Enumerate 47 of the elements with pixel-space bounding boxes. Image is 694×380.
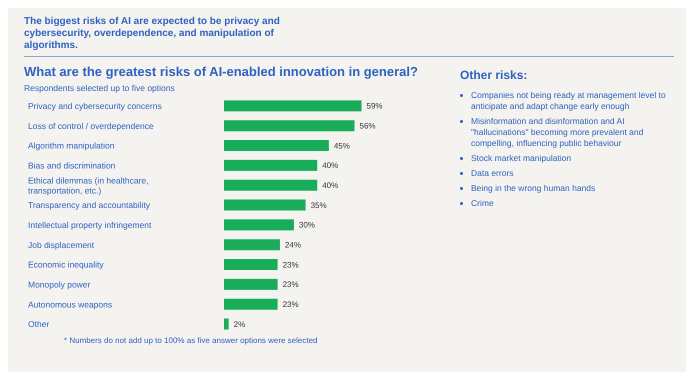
text: Data errors xyxy=(471,168,514,179)
data-label: 35% xyxy=(310,200,327,210)
text: Crime xyxy=(471,198,494,209)
bar xyxy=(224,180,318,191)
y-tick-label: Intellectual property infringement xyxy=(28,220,152,230)
data-label: 30% xyxy=(298,220,315,230)
bar xyxy=(224,140,329,152)
bar xyxy=(224,259,278,270)
data-label: 56% xyxy=(360,122,376,131)
text: Stock market manipulation xyxy=(471,153,572,164)
y-tick-label: Monopoly power xyxy=(28,279,91,290)
text: Respondents selected up to five options xyxy=(24,83,176,93)
y-tick-label: Privacy and cybersecurity concerns xyxy=(28,100,162,111)
bar xyxy=(224,200,306,211)
text: The biggest risks of AI are expected to be privacy and cybersecurity, overdependence, and manipulation of algorithms. xyxy=(24,16,281,52)
chart-title: What are the greatest risks of AI-enabled innovation in general? xyxy=(24,64,419,79)
y-tick-label: Economic inequality xyxy=(28,260,104,270)
bar xyxy=(224,298,278,310)
text: Misinformation and disinformation and AI "hallucinations" becoming more prevalent and compelling, influencing public behaviour xyxy=(471,116,644,149)
text: Being in the wrong human hands xyxy=(471,183,596,194)
y-tick-label: Bias and discrimination xyxy=(28,160,116,170)
data-label: 2% xyxy=(234,320,246,329)
bar xyxy=(224,120,355,132)
y-tick-label: Other xyxy=(28,319,50,330)
data-label: 24% xyxy=(284,240,301,250)
bar xyxy=(224,160,318,171)
data-label: 45% xyxy=(334,141,350,150)
y-tick-label: Job displacement xyxy=(28,240,95,250)
bar xyxy=(224,318,229,330)
y-tick-label: Ethical dilemmas (in healthcare, transportation, etc.) xyxy=(28,175,148,196)
data-label: 23% xyxy=(282,260,299,270)
data-label: 40% xyxy=(322,181,338,190)
y-tick-label: Algorithm manipulation xyxy=(28,140,115,151)
bar xyxy=(224,100,362,112)
y-tick-label: Loss of control / overdependence xyxy=(28,120,154,131)
text: Companies not being ready at management level to anticipate and adapt change early enough xyxy=(471,90,667,112)
y-tick-label: Autonomous weapons xyxy=(28,299,112,310)
bar xyxy=(224,239,280,250)
data-label: 23% xyxy=(282,280,299,290)
bar xyxy=(224,278,278,290)
y-tick-label: Transparency and accountability xyxy=(28,200,151,210)
data-label: 40% xyxy=(322,161,338,170)
text: * Numbers do not add up to 100% as five answer options were selected xyxy=(64,336,318,345)
text: Other risks: xyxy=(460,68,528,82)
bar xyxy=(224,219,294,230)
data-label: 23% xyxy=(282,300,299,310)
data-label: 59% xyxy=(366,102,383,111)
